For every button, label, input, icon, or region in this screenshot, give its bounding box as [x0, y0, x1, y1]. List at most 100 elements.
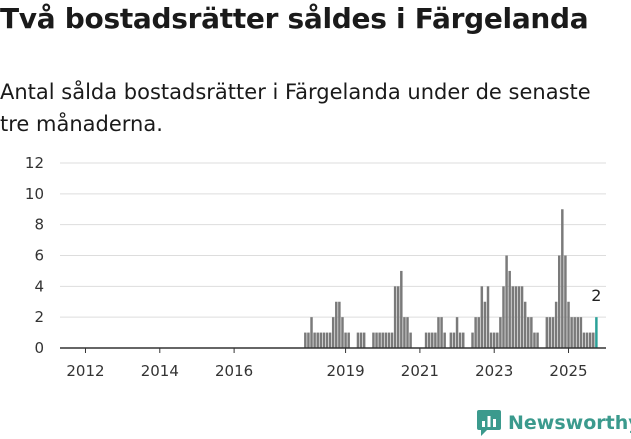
bar: [359, 332, 363, 348]
bar: [502, 286, 505, 348]
bar: [387, 332, 391, 348]
bar: [372, 332, 375, 348]
bar: [331, 317, 335, 348]
bar: [427, 332, 431, 348]
x-axis: 2012 2014 2016 2019 2021 2023 2025: [66, 348, 588, 380]
bars: 2: [304, 209, 601, 348]
bar: [570, 317, 573, 348]
bar: [462, 332, 465, 348]
bar: [431, 332, 434, 348]
bar: [567, 301, 570, 348]
x-tick-label: 2025: [549, 362, 587, 380]
y-tick-label: 6: [34, 247, 44, 265]
y-tick-label: 10: [25, 185, 44, 203]
bar: [335, 301, 338, 348]
y-axis: 0 2 4 6 8 10 12: [25, 154, 44, 357]
bar: [561, 209, 564, 348]
bar: [307, 332, 310, 348]
bar: [530, 317, 533, 348]
bar: [483, 301, 487, 348]
bar: [344, 332, 347, 348]
bar: [517, 286, 521, 348]
bar: [455, 317, 459, 348]
bar: [409, 332, 412, 348]
bar: [499, 317, 502, 348]
bar: [316, 332, 319, 348]
bar: [551, 317, 555, 348]
bar: [319, 332, 323, 348]
bar: [347, 332, 350, 348]
bar: [403, 317, 406, 348]
gridlines: [60, 162, 606, 318]
bar: [508, 270, 511, 348]
bar: [375, 332, 378, 348]
bar: [325, 332, 329, 348]
bar: [533, 332, 536, 348]
chart-title: Två bostadsrätter såldes i Färgelanda: [0, 2, 589, 35]
bar: [548, 317, 552, 348]
bar: [381, 332, 384, 348]
bar: [424, 332, 428, 348]
bar: [322, 332, 326, 348]
bar: [452, 332, 456, 348]
bar: [520, 286, 524, 348]
bar: [480, 286, 484, 348]
bar: [400, 270, 403, 348]
bar: [384, 332, 388, 348]
x-tick-label: 2012: [66, 362, 104, 380]
bar: [511, 286, 515, 348]
bar: [406, 317, 409, 348]
bar: [579, 317, 583, 348]
bar: [378, 332, 381, 348]
x-tick-label: 2023: [475, 362, 513, 380]
bar: [434, 332, 437, 348]
bar: [592, 332, 595, 348]
bar: [588, 332, 592, 348]
newsworthy-logo: Newsworthy: [476, 408, 631, 438]
y-tick-label: 2: [34, 308, 44, 326]
x-tick-label: 2016: [215, 362, 253, 380]
bar: [396, 286, 400, 348]
bar: [523, 301, 527, 348]
y-tick-label: 12: [25, 154, 44, 172]
bar: [458, 332, 462, 348]
x-tick-label: 2019: [326, 362, 364, 380]
bar: [304, 332, 307, 348]
bar: [440, 317, 443, 348]
bar: [585, 332, 589, 348]
bar: [310, 317, 313, 348]
bar: [492, 332, 496, 348]
y-tick-label: 4: [34, 277, 44, 295]
chart-subtitle: Antal sålda bostadsrätter i Färgelanda u…: [0, 80, 591, 136]
bar: [573, 317, 576, 348]
bar: [496, 332, 499, 348]
bar: [471, 332, 474, 348]
brand-name: Newsworthy: [508, 412, 631, 434]
bar: [536, 332, 539, 348]
y-tick-label: 8: [34, 216, 44, 234]
bar: [338, 301, 341, 348]
bar: [576, 317, 580, 348]
bar: [505, 255, 508, 348]
bar-chart-logo-icon: [477, 410, 501, 436]
bar: [564, 255, 567, 348]
bar: [582, 332, 586, 348]
bar: [341, 317, 344, 348]
bar: [474, 317, 477, 348]
bar: [437, 317, 440, 348]
bar: [527, 317, 530, 348]
x-tick-label: 2014: [141, 362, 179, 380]
bar: [514, 286, 518, 348]
bar: [545, 317, 549, 348]
bar: [477, 317, 480, 348]
highlight-data-label: 2: [591, 286, 601, 305]
bar: [356, 332, 360, 348]
bar: [313, 332, 316, 348]
bar: [362, 332, 366, 348]
bar: [554, 301, 558, 348]
y-tick-label: 0: [34, 339, 44, 357]
bar: [390, 332, 394, 348]
bar: [328, 332, 332, 348]
x-tick-label: 2021: [401, 362, 439, 380]
